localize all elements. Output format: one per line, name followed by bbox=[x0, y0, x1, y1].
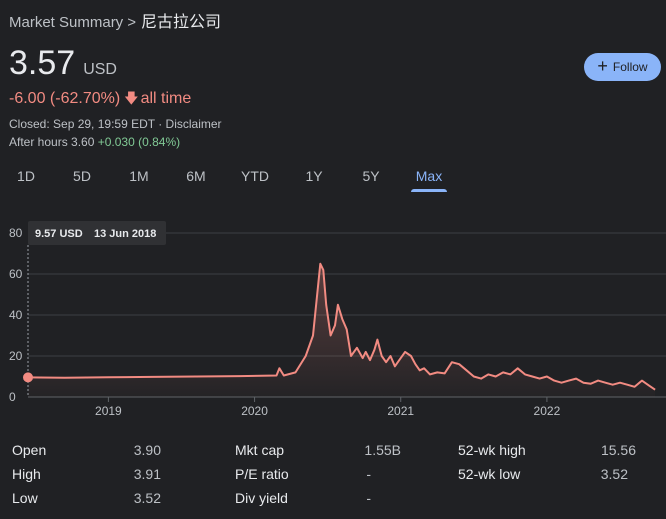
plus-icon: + bbox=[597, 56, 608, 76]
stat-div-yield-label: Div yield bbox=[235, 490, 288, 506]
price-line bbox=[27, 262, 656, 391]
x-tick-label: 2022 bbox=[534, 404, 561, 418]
follow-label: Follow bbox=[612, 60, 648, 74]
breadcrumb-separator: > bbox=[127, 14, 136, 31]
tab-5y[interactable]: 5Y bbox=[362, 168, 380, 184]
stat-high-value: 3.91 bbox=[133, 466, 161, 482]
closed-info: Closed: Sep 29, 19:59 EDT · Disclaimer bbox=[9, 117, 222, 131]
company-name: 尼古拉公司 bbox=[140, 14, 221, 31]
price-row: 3.57 USD bbox=[9, 44, 117, 83]
y-tick-label: 40 bbox=[9, 308, 23, 322]
stat-pe-ratio-value: - bbox=[366, 466, 371, 482]
x-tick-label: 2021 bbox=[387, 404, 414, 418]
y-tick-label: 60 bbox=[9, 267, 23, 281]
stat-low-label: Low bbox=[12, 490, 38, 506]
stat-52wk-low-label: 52-wk low bbox=[458, 466, 521, 482]
stat-pe-ratio-label: P/E ratio bbox=[235, 466, 289, 482]
breadcrumb-root[interactable]: Market Summary bbox=[9, 14, 124, 31]
after-hours-info: After hours 3.60 +0.030 (0.84%) bbox=[9, 135, 180, 149]
stat-open-label: Open bbox=[12, 442, 47, 458]
price-change: -6.00 (-62.70%) 🡇 all time bbox=[9, 88, 191, 112]
tab-ytd[interactable]: YTD bbox=[241, 168, 269, 184]
follow-button[interactable]: + Follow bbox=[584, 53, 661, 81]
price-area bbox=[28, 263, 656, 397]
tab-6m[interactable]: 6M bbox=[186, 168, 206, 184]
tab-1y[interactable]: 1Y bbox=[305, 168, 323, 184]
tab-1m[interactable]: 1M bbox=[129, 168, 149, 184]
price-value: 3.57 bbox=[9, 44, 76, 82]
y-tick-label: 0 bbox=[9, 390, 16, 404]
change-period: all time bbox=[140, 90, 192, 107]
range-tabs: 1D 5D 1M 6M YTD 1Y 5Y Max bbox=[0, 160, 666, 194]
tooltip-value: 9.57 USD bbox=[35, 228, 83, 240]
arrow-down-icon: 🡇 bbox=[124, 90, 139, 106]
hover-point bbox=[23, 372, 33, 383]
y-tick-label: 20 bbox=[9, 349, 23, 363]
change-value: -6.00 (-62.70%) bbox=[9, 90, 121, 107]
breadcrumb: Market Summary > 尼古拉公司 bbox=[9, 8, 221, 32]
tooltip-date: 13 Jun 2018 bbox=[94, 228, 156, 240]
stat-mkt-cap-label: Mkt cap bbox=[235, 442, 285, 458]
tab-5d[interactable]: 5D bbox=[73, 168, 91, 184]
price-chart[interactable]: 0 20 40 60 80 2019 2020 2021 2022 9.57 USD 13 J… bbox=[0, 215, 666, 425]
tab-max[interactable]: Max bbox=[415, 168, 443, 184]
tooltip-box bbox=[28, 221, 166, 245]
stat-mkt-cap-value: 1.55B bbox=[364, 442, 401, 458]
stat-52wk-high-label: 52-wk high bbox=[458, 442, 526, 458]
x-tick-label: 2019 bbox=[95, 404, 122, 418]
y-tick-label: 80 bbox=[9, 226, 23, 240]
stat-open-value: 3.90 bbox=[133, 442, 161, 458]
stat-high-label: High bbox=[12, 466, 41, 482]
x-tick-label: 2020 bbox=[241, 404, 268, 418]
tab-active-indicator bbox=[411, 189, 447, 192]
stat-52wk-high-value: 15.56 bbox=[600, 442, 636, 458]
stat-low-value: 3.52 bbox=[133, 490, 161, 506]
after-hours-change: +0.030 (0.84%) bbox=[97, 135, 181, 149]
after-hours-price: After hours 3.60 bbox=[9, 135, 95, 149]
stat-52wk-low-value: 3.52 bbox=[600, 466, 628, 482]
stat-div-yield-value: - bbox=[366, 490, 371, 506]
tab-1d[interactable]: 1D bbox=[17, 168, 35, 184]
price-currency: USD bbox=[83, 61, 117, 78]
